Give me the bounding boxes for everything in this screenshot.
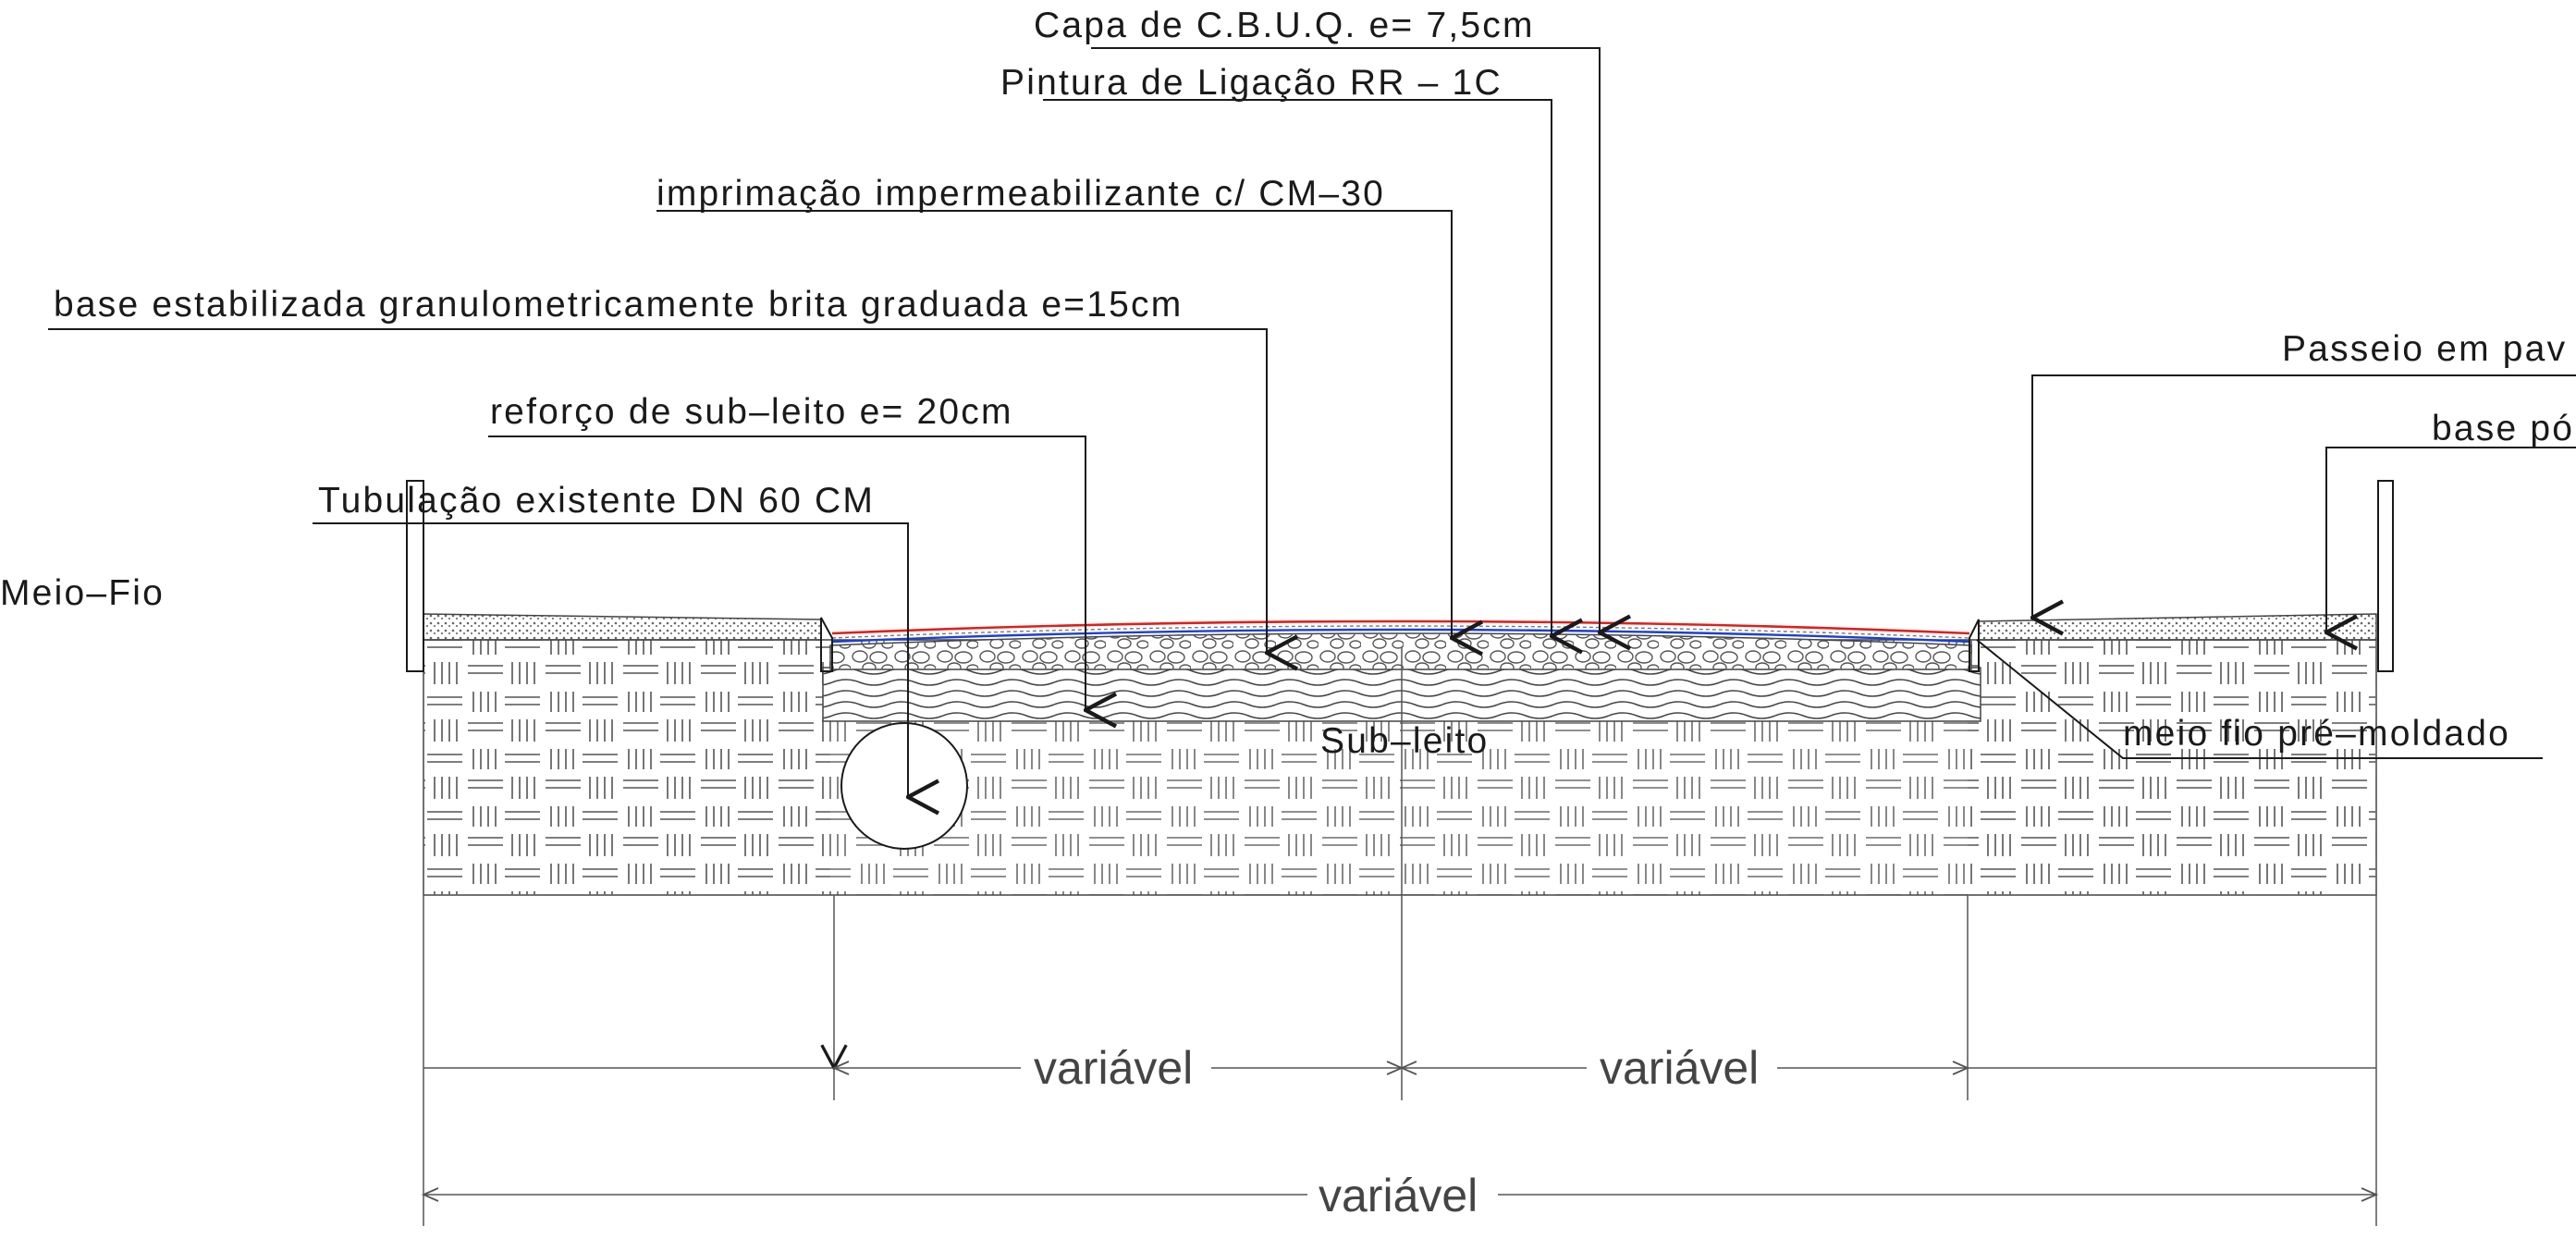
- leader-base: [48, 328, 1267, 653]
- leader-base-po: [2326, 447, 2576, 632]
- dim-arrowheads: [421, 1061, 2379, 1202]
- cbuq-layer-line: [831, 620, 1970, 635]
- leader-passeio: [2032, 374, 2576, 618]
- label-subleito: Sub–leito: [1320, 721, 1489, 761]
- leader-meio-fio-pre: [1976, 639, 2543, 759]
- tack-coat-line: [831, 625, 1970, 639]
- label-tubulacao: Tubulação existente DN 60 CM: [318, 481, 875, 521]
- dim-text-total: variável: [1319, 1170, 1478, 1221]
- right-sidewalk-body: [1968, 640, 2376, 895]
- leader-reforco: [488, 435, 1086, 710]
- label-base: base estabilizada granulometricamente br…: [54, 285, 1183, 325]
- prime-coat-line: [831, 628, 1970, 644]
- label-meio-fio-pre: meio fio pré–moldado: [2123, 714, 2510, 754]
- label-passeio: Passeio em pav: [2282, 329, 2567, 369]
- label-imprimacao: imprimação impermeabilizante c/ CM–30: [656, 174, 1385, 214]
- label-base-po: base pó: [2432, 409, 2574, 448]
- label-cbuq: Capa de C.B.U.Q. e= 7,5cm: [1034, 6, 1535, 45]
- dim-text-left-lane: variável: [1034, 1042, 1193, 1094]
- leader-imprimacao: [656, 210, 1452, 638]
- leader-tubulacao: [313, 522, 908, 797]
- label-pintura: Pintura de Ligação RR – 1C: [1000, 63, 1503, 103]
- label-meio-fio-left: Meio–Fio: [0, 573, 165, 613]
- label-reforco: reforço de sub–leito e= 20cm: [490, 392, 1013, 432]
- left-sidewalk-surface: [423, 613, 822, 641]
- left-sidewalk-body: [423, 640, 830, 895]
- right-curb: [1969, 480, 2394, 672]
- dimension-extension-lines: [423, 647, 2377, 1226]
- leader-cbuq: [1091, 47, 1600, 632]
- left-curb: [406, 480, 833, 672]
- dim-text-right-lane: variável: [1600, 1042, 1759, 1094]
- existing-pipe: [840, 722, 968, 850]
- right-sidewalk-surface: [1978, 613, 2377, 641]
- leader-pintura: [1043, 99, 1552, 636]
